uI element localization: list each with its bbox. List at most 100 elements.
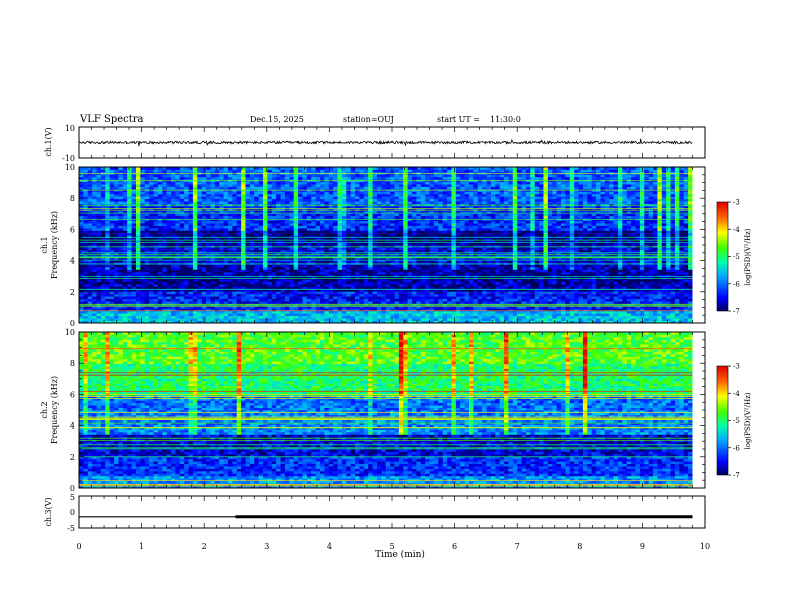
spectrogram-cell xyxy=(236,276,242,280)
spectrogram-cell xyxy=(175,167,181,170)
spectrogram-cell xyxy=(114,315,119,319)
spectrogram-cell xyxy=(197,308,203,312)
spectrogram-cell xyxy=(188,201,194,204)
spectrogram-cell xyxy=(83,223,89,226)
spectrogram-cell xyxy=(407,308,413,312)
spectrogram-cell xyxy=(363,252,369,256)
spectrogram-cell xyxy=(350,320,356,324)
spectrogram-cell xyxy=(144,206,150,209)
spectrogram-cell xyxy=(79,230,84,234)
spectrogram-cell xyxy=(87,264,93,268)
spectrogram-cell xyxy=(79,193,84,197)
spectrogram-cell xyxy=(140,198,146,202)
spectrogram-cell xyxy=(105,293,111,297)
spectrogram-cell xyxy=(311,305,317,309)
spectrogram-cell xyxy=(105,201,111,204)
spectrogram-cell xyxy=(363,279,369,282)
spectrogram-cell xyxy=(166,320,172,324)
spectrogram-cell xyxy=(350,308,356,312)
spectrogram-cell xyxy=(127,298,132,302)
spectrogram-cell xyxy=(390,247,395,251)
spectrogram-cell xyxy=(276,193,281,197)
spectrogram-cell xyxy=(280,291,286,295)
spectrogram-cell xyxy=(109,240,115,243)
spectrogram-cell xyxy=(227,213,233,217)
spectrogram-cell xyxy=(227,305,233,309)
spectrogram-cell xyxy=(394,288,400,292)
spectrogram-cell xyxy=(333,235,338,239)
spectrogram-cell xyxy=(201,286,207,290)
spectrogram-cell xyxy=(171,279,176,282)
spectrogram-cell xyxy=(131,245,137,248)
spectrogram-cell xyxy=(280,315,286,319)
spectrogram-cell xyxy=(298,245,303,248)
spectrogram-cell xyxy=(206,313,211,317)
spectrogram-cell xyxy=(206,271,211,275)
spectrogram-cell xyxy=(271,181,277,185)
spectrogram-cell xyxy=(83,259,89,263)
spectrogram-cell xyxy=(263,242,268,246)
spectrogram-cell xyxy=(258,291,264,295)
spectrogram-cell xyxy=(306,269,312,273)
spectrogram-cell xyxy=(355,230,360,234)
spectrogram-cell xyxy=(232,296,238,300)
spectrogram-cell xyxy=(372,210,378,214)
spectrogram-cell xyxy=(105,284,111,287)
spectrogram-cell xyxy=(249,308,255,312)
spectrogram-cell xyxy=(127,213,132,217)
spectrogram-cell xyxy=(372,279,378,282)
spectrogram-cell xyxy=(122,313,128,317)
spectrogram-cell xyxy=(127,206,132,209)
spectrogram-cell xyxy=(315,308,321,312)
spectrogram-cell xyxy=(324,191,330,195)
spectrogram-cell xyxy=(258,310,264,314)
spectrogram-cell xyxy=(320,310,325,314)
spectrogram-cell xyxy=(79,281,84,285)
spectrogram-cell xyxy=(87,249,93,253)
spectrogram-cell xyxy=(390,257,395,261)
spectrogram-cell xyxy=(192,196,198,200)
spectrogram-cell xyxy=(271,293,277,297)
spectrogram-cell xyxy=(219,232,224,236)
spectrogram-cell xyxy=(100,196,106,200)
spectrogram-cell xyxy=(306,313,312,317)
spectrogram-cell xyxy=(403,227,409,231)
spectrogram-cell xyxy=(403,315,409,319)
spectrogram-cell xyxy=(114,198,119,202)
spectrogram-cell xyxy=(324,279,330,282)
spectrogram-cell xyxy=(346,215,352,219)
spectrogram-cell xyxy=(100,235,106,239)
spectrogram-cell xyxy=(232,247,238,251)
spectrogram-cell xyxy=(105,276,111,280)
spectrogram-cell xyxy=(324,174,330,178)
spectrogram-cell xyxy=(311,184,317,187)
spectrogram-cell xyxy=(157,186,163,190)
spectrogram-cell xyxy=(398,318,404,321)
spectrogram-cell xyxy=(385,266,391,270)
spectrogram-cell xyxy=(149,169,154,173)
spectrogram-cell xyxy=(249,225,255,229)
spectrogram-cell xyxy=(236,305,242,309)
spectrogram-cell xyxy=(214,206,220,209)
spectrogram-cell xyxy=(271,225,277,229)
spectrogram-cell xyxy=(302,213,308,217)
spectrogram-cell xyxy=(96,281,102,285)
spectrogram-cell xyxy=(390,252,395,256)
spectrogram-cell xyxy=(412,320,417,324)
spectrogram-cell xyxy=(184,308,189,312)
spectrogram-cell xyxy=(284,235,290,239)
spectrogram-cell xyxy=(100,288,106,292)
spectrogram-cell xyxy=(223,210,229,214)
spectrogram-cell xyxy=(241,242,246,246)
spectrogram-cell xyxy=(210,198,216,202)
spectrogram-cell xyxy=(175,174,181,178)
spectrogram-cell xyxy=(83,242,89,246)
spectrogram-cell xyxy=(258,223,264,226)
spectrogram-cell xyxy=(210,259,216,263)
spectrogram-cell xyxy=(214,313,220,317)
spectrogram-cell xyxy=(381,176,387,180)
spectrogram-cell xyxy=(324,186,330,190)
spectrogram-cell xyxy=(149,240,154,243)
spectrogram-cell xyxy=(149,193,154,197)
spectrogram-cell xyxy=(355,286,360,290)
